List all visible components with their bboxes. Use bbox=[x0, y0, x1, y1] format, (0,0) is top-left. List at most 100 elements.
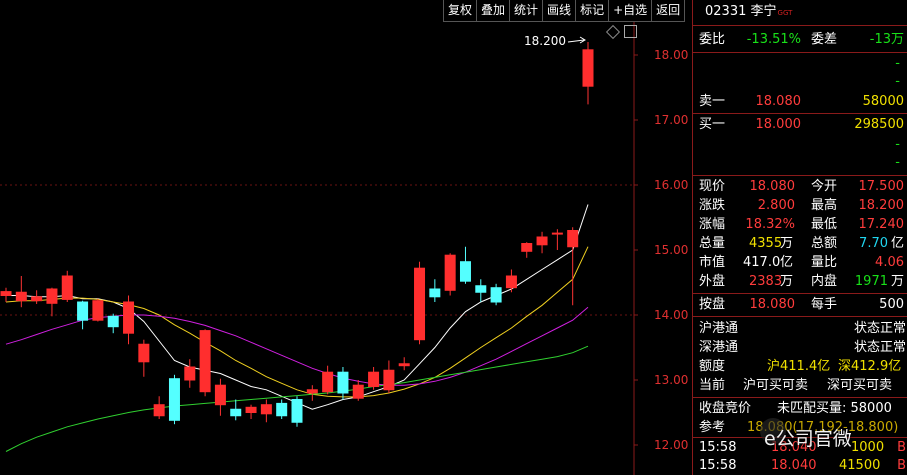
draw-line-button[interactable]: 画线 bbox=[542, 0, 577, 22]
amount-unit: 亿 bbox=[890, 236, 904, 251]
watermark: e公司官微 bbox=[764, 428, 852, 450]
buy-depth-row-2: - bbox=[693, 135, 907, 154]
price-tick-label: 12.00 bbox=[654, 438, 688, 452]
sell3-dash: - bbox=[895, 56, 900, 71]
candle-body bbox=[214, 384, 226, 406]
sell1-volume: 58000 bbox=[862, 94, 904, 109]
open-value: 17.500 bbox=[858, 179, 905, 194]
candle-body bbox=[107, 315, 119, 328]
weibi-label: 委比 bbox=[699, 32, 726, 47]
current-label: 当前 bbox=[699, 378, 726, 393]
kline-chart[interactable]: 18.00 17.00 16.00 15.00 14.00 13.00 12.00 18.20… bbox=[0, 0, 692, 475]
candle-body bbox=[123, 301, 135, 334]
mcap-row: 市值 417.0 亿 量比 4.06 bbox=[693, 253, 907, 272]
buy3-dash: - bbox=[895, 155, 900, 170]
candle-body bbox=[398, 363, 410, 367]
inner-label: 内盘 bbox=[811, 274, 838, 289]
candle-body bbox=[383, 369, 395, 391]
fuquan-button[interactable]: 复权 bbox=[443, 0, 478, 22]
trade-side: B bbox=[897, 440, 906, 455]
stats-button[interactable]: 统计 bbox=[509, 0, 544, 22]
amount-label: 总额 bbox=[811, 236, 838, 251]
closing-value: 18.080 bbox=[749, 297, 796, 312]
low-label: 最低 bbox=[811, 217, 838, 232]
trade-time: 15:58 bbox=[699, 440, 737, 455]
trade-volume: 41500 bbox=[839, 458, 881, 473]
quota-sz: 深412.9亿 bbox=[838, 359, 902, 374]
trade-price: 18.040 bbox=[771, 440, 817, 455]
outer-inner-row: 外盘 2383 万 内盘 1971 万 bbox=[693, 272, 907, 291]
back-button[interactable]: 返回 bbox=[651, 0, 686, 22]
price-tick-label: 15.00 bbox=[654, 243, 688, 257]
candle-body bbox=[46, 288, 58, 304]
now-value: 18.080 bbox=[749, 179, 796, 194]
weibi-row: 委比 -13.51% 委差 -13万 bbox=[693, 30, 907, 49]
chart-toolbar: 复权 叠加 统计 画线 标记 +自选 返回 bbox=[443, 0, 686, 22]
high-arrow-line bbox=[567, 39, 585, 43]
candle-body bbox=[153, 404, 165, 417]
price-tick-label: 14.00 bbox=[654, 308, 688, 322]
high-price-label: 18.200 bbox=[524, 34, 566, 48]
window-toggle-icon[interactable] bbox=[624, 25, 637, 38]
weicha-label: 委差 bbox=[811, 32, 838, 47]
candle-body bbox=[245, 406, 257, 413]
candle-body bbox=[291, 399, 303, 423]
candle-body bbox=[490, 287, 502, 303]
stock-header: 02331 李宁GGT bbox=[693, 0, 907, 22]
low-value: 17.240 bbox=[858, 217, 905, 232]
candle-body bbox=[551, 232, 563, 235]
weibi-value: -13.51% bbox=[746, 32, 801, 47]
current-row: 当前 沪可买可卖 深可买可卖 bbox=[693, 376, 907, 395]
volume-row: 总量 4355 万 总额 7.70 亿 bbox=[693, 234, 907, 253]
candle-body bbox=[31, 296, 43, 302]
buy-depth-row-3: - bbox=[693, 153, 907, 172]
trade-volume: 1000 bbox=[851, 440, 885, 455]
buy1-row: 买一 18.000 298500 bbox=[693, 115, 907, 134]
open-label: 今开 bbox=[811, 179, 838, 194]
sell1-row: 卖一 18.080 58000 bbox=[693, 92, 907, 111]
add-watchlist-button[interactable]: +自选 bbox=[608, 0, 653, 22]
candle-body bbox=[77, 301, 89, 321]
candle-body bbox=[230, 408, 242, 417]
candle-body bbox=[521, 243, 533, 252]
auction-label: 收盘竞价 bbox=[699, 401, 752, 416]
candle-body bbox=[0, 291, 12, 297]
candle-body bbox=[168, 378, 180, 421]
candle-body bbox=[15, 291, 27, 302]
candle-body bbox=[414, 267, 426, 341]
ref-label: 参考 bbox=[699, 420, 726, 435]
mark-button[interactable]: 标记 bbox=[575, 0, 610, 22]
price-tick-label: 18.00 bbox=[654, 48, 688, 62]
overlay-button[interactable]: 叠加 bbox=[476, 0, 511, 22]
ma-line bbox=[5, 345, 589, 452]
candle-body bbox=[337, 371, 349, 394]
candle-body bbox=[61, 275, 73, 300]
candle-body bbox=[505, 275, 517, 289]
candle-body bbox=[459, 261, 471, 282]
auction-row: 收盘竞价 未匹配买量: 58000 bbox=[693, 399, 907, 418]
auction-text: 未匹配买量: 58000 bbox=[777, 401, 892, 416]
sell-depth-row-3: - bbox=[693, 54, 907, 73]
high-label: 最高 bbox=[811, 198, 838, 213]
sell-depth-row-2: - bbox=[693, 72, 907, 91]
watermark-logo-icon bbox=[760, 418, 786, 444]
inner-unit: 万 bbox=[890, 274, 904, 289]
trade-time: 15:58 bbox=[699, 458, 737, 473]
ma-line bbox=[5, 246, 589, 398]
buy1-price: 18.000 bbox=[755, 117, 802, 132]
lot-value: 500 bbox=[879, 297, 904, 312]
buy1-label: 买一 bbox=[699, 117, 726, 132]
volume-unit: 万 bbox=[780, 236, 794, 251]
trade-side: B bbox=[897, 458, 906, 473]
change-label: 涨跌 bbox=[699, 198, 726, 213]
sell1-price: 18.080 bbox=[755, 94, 802, 109]
candle-body bbox=[368, 371, 380, 388]
trade-price: 18.040 bbox=[771, 458, 817, 473]
sgt-row: 深港通 状态正常 bbox=[693, 338, 907, 357]
candle-body bbox=[444, 254, 456, 291]
mcap-value: 417.0 bbox=[743, 255, 781, 270]
trade-row: 15:58 18.040 41500 B bbox=[693, 456, 907, 475]
sell2-dash: - bbox=[895, 74, 900, 89]
price-tick-label: 13.00 bbox=[654, 373, 688, 387]
candle-body bbox=[138, 343, 150, 363]
